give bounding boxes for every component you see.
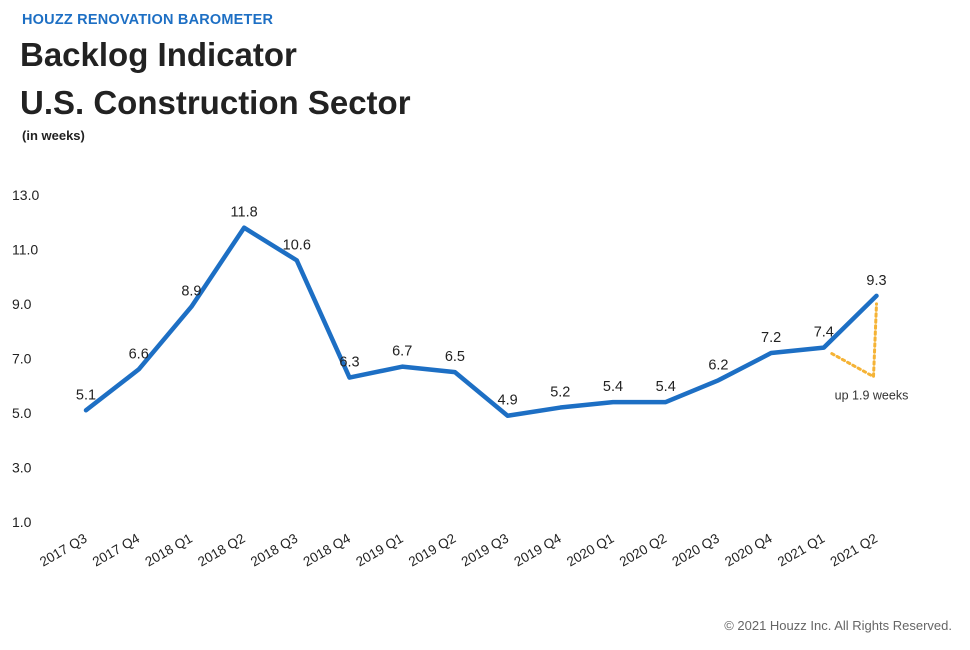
data-label: 4.9 — [498, 393, 518, 409]
y-tick-label: 9.0 — [12, 296, 32, 312]
data-label: 7.2 — [761, 330, 781, 346]
x-tick-label: 2021 Q2 — [828, 531, 880, 570]
x-tick-label: 2018 Q1 — [143, 531, 195, 570]
copyright-notice: © 2021 Houzz Inc. All Rights Reserved. — [724, 618, 952, 633]
data-label: 9.3 — [866, 273, 886, 289]
data-label: 7.4 — [814, 325, 834, 341]
x-tick-label: 2018 Q2 — [195, 531, 247, 570]
data-label: 6.2 — [708, 357, 728, 373]
data-label: 5.2 — [550, 385, 570, 401]
y-tick-label: 13.0 — [12, 187, 39, 203]
x-tick-label: 2018 Q3 — [248, 531, 300, 570]
y-tick-label: 5.0 — [12, 405, 32, 421]
series-group — [83, 225, 879, 418]
y-tick-label: 7.0 — [12, 351, 32, 367]
x-tick-label: 2019 Q1 — [353, 531, 405, 570]
data-label: 11.8 — [231, 205, 258, 221]
data-label: 6.7 — [392, 344, 412, 360]
chart-title-line-1: Backlog Indicator — [20, 36, 297, 73]
annotation-label: up 1.9 weeks — [835, 389, 909, 403]
report-kicker: HOUZZ RENOVATION BAROMETER — [22, 12, 274, 28]
data-label: 6.6 — [129, 346, 149, 362]
y-axis: 1.0 3.0 5.0 7.0 9.0 11.0 13.0 — [12, 187, 39, 530]
x-tick-label: 2021 Q1 — [775, 531, 827, 570]
data-label: 5.4 — [603, 379, 623, 395]
data-label: 6.3 — [339, 355, 359, 371]
y-tick-label: 11.0 — [12, 242, 38, 258]
data-label: 10.6 — [283, 237, 311, 253]
data-label: 5.4 — [656, 379, 676, 395]
x-tick-label: 2017 Q4 — [90, 530, 143, 569]
y-tick-label: 1.0 — [12, 514, 32, 530]
unit-label: (in weeks) — [22, 128, 85, 143]
x-tick-label: 2020 Q3 — [670, 531, 722, 570]
data-labels: 5.1 6.6 8.9 11.8 10.6 6.3 6.7 6.5 4.9 5.2 5.4 5.4 6.… — [76, 205, 887, 409]
x-tick-label: 2017 Q3 — [37, 531, 89, 570]
y-tick-label: 3.0 — [12, 460, 32, 476]
x-axis: 2017 Q3 2017 Q4 2018 Q1 2018 Q2 2018 Q3 2018 … — [37, 530, 880, 569]
data-label: 6.5 — [445, 349, 465, 365]
x-tick-label: 2020 Q1 — [564, 531, 616, 570]
x-tick-label: 2018 Q4 — [301, 530, 354, 569]
annotation-dotted-bracket — [830, 302, 878, 380]
series-line-backlog — [83, 225, 879, 418]
annotation-group: up 1.9 weeks — [830, 302, 909, 403]
chart-title-line-2: U.S. Construction Sector — [20, 84, 411, 121]
data-label: 8.9 — [181, 284, 201, 300]
x-tick-label: 2020 Q4 — [722, 530, 775, 569]
data-label: 5.1 — [76, 387, 96, 403]
x-tick-label: 2019 Q2 — [406, 531, 458, 570]
x-tick-label: 2020 Q2 — [617, 531, 669, 570]
x-tick-label: 2019 Q3 — [459, 531, 511, 570]
x-tick-label: 2019 Q4 — [511, 530, 564, 569]
